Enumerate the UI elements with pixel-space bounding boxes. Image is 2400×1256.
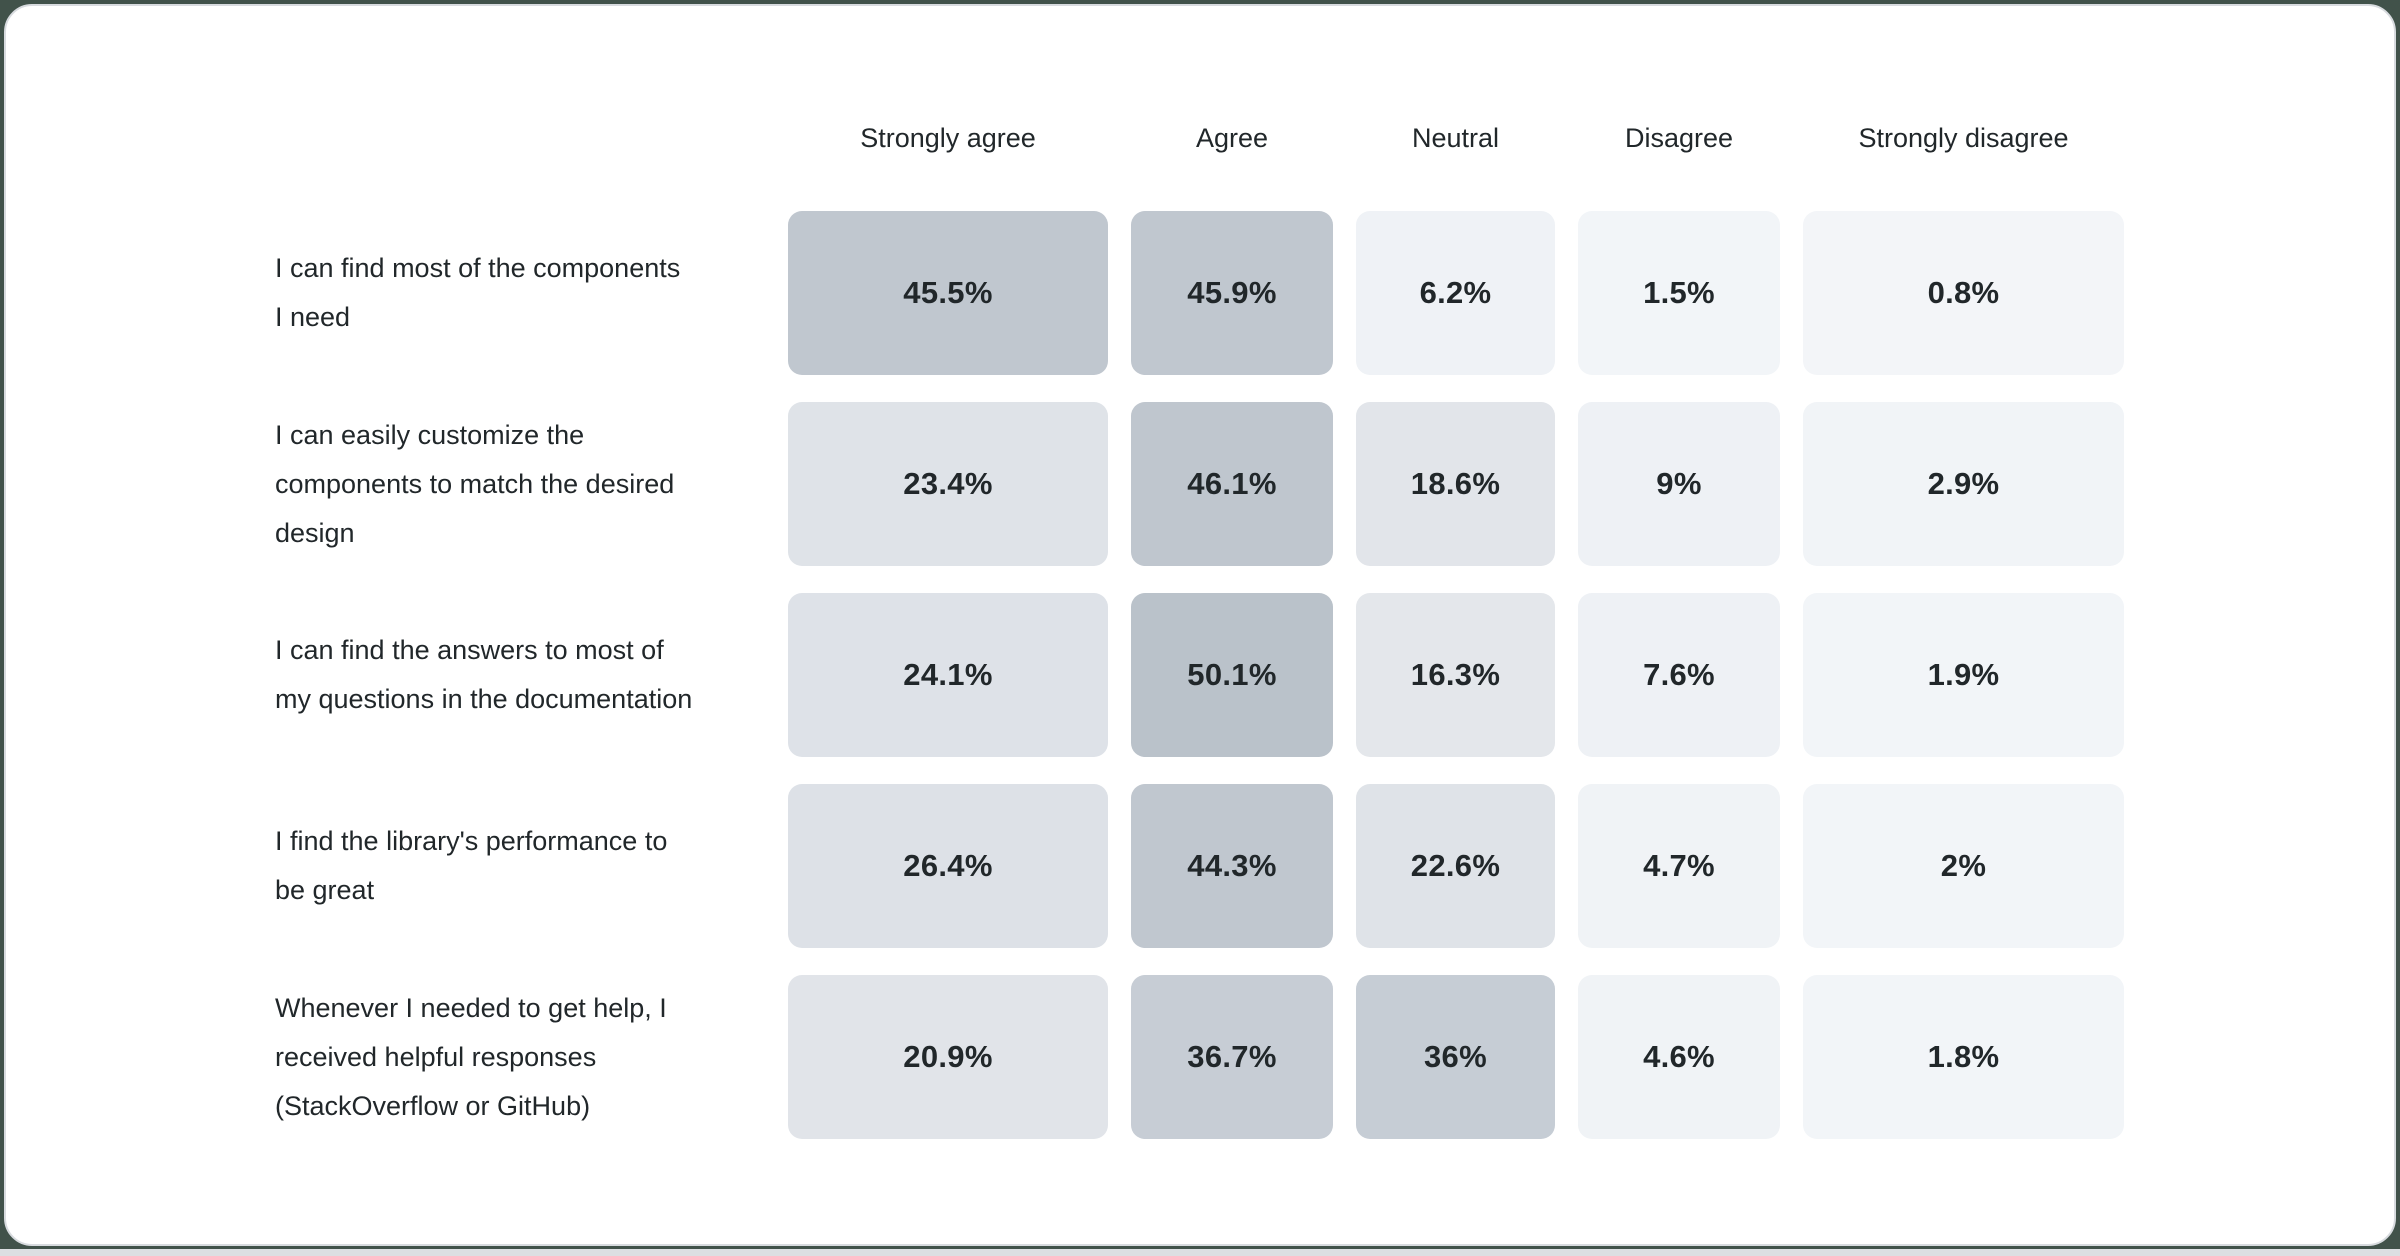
heatmap-cell: 1.9% [1803,593,2124,757]
row-label: I can easily customize the components to… [275,402,765,566]
row-label-text: I can find most of the components I need [275,253,681,332]
heatmap-cell: 6.2% [1356,211,1555,375]
heatmap-cell: 0.8% [1803,211,2124,375]
row-label: Whenever I needed to get help, I receive… [275,975,765,1139]
column-header-strongly-disagree: Strongly disagree [1858,123,2069,153]
row-label: I can find the answers to most of my que… [275,593,765,757]
heatmap-cell: 22.6% [1356,784,1555,948]
heatmap-cell: 1.8% [1803,975,2124,1139]
heatmap-cell: 7.6% [1578,593,1780,757]
heatmap-cell: 4.6% [1578,975,1780,1139]
column-header-neutral: Neutral [1411,123,1500,153]
column-header-agree: Agree [1195,123,1269,153]
corner-spacer [275,118,765,184]
heatmap-cell: 2% [1803,784,2124,948]
column-header-disagree: Disagree [1624,123,1734,153]
row-label-text: I can find the answers to most of my que… [275,635,693,714]
row-label: I can find most of the components I need [275,211,765,375]
heatmap-cell: 36% [1356,975,1555,1139]
heatmap-cell: 45.9% [1131,211,1333,375]
heatmap-cell: 45.5% [788,211,1108,375]
column-header-strongly-agree: Strongly agree [860,123,1036,153]
heatmap-cell: 9% [1578,402,1780,566]
heatmap-cell: 46.1% [1131,402,1333,566]
row-label: I find the library's performance to be g… [275,784,765,948]
heatmap-cell: 20.9% [788,975,1108,1139]
heatmap-cell: 26.4% [788,784,1108,948]
survey-heatmap: Strongly agree Agree Neutral Disagree Strong… [6,6,2394,1139]
heatmap-cell: 2.9% [1803,402,2124,566]
heatmap-cell: 23.4% [788,402,1108,566]
heatmap-cell: 16.3% [1356,593,1555,757]
heatmap-cell: 50.1% [1131,593,1333,757]
row-label-text: Whenever I needed to get help, I receive… [275,992,667,1121]
row-label-text: I find the library's performance to be g… [275,826,668,905]
heatmap-cell: 44.3% [1131,784,1333,948]
bottom-strip [0,1249,2400,1256]
heatmap-cell: 1.5% [1578,211,1780,375]
row-label-text: I can easily customize the components to… [275,419,675,548]
heatmap-cell: 24.1% [788,593,1108,757]
heatmap-cell: 4.7% [1578,784,1780,948]
heatmap-cell: 18.6% [1356,402,1555,566]
survey-results-card: Strongly agree Agree Neutral Disagree Strong… [4,4,2396,1246]
heatmap-cell: 36.7% [1131,975,1333,1139]
